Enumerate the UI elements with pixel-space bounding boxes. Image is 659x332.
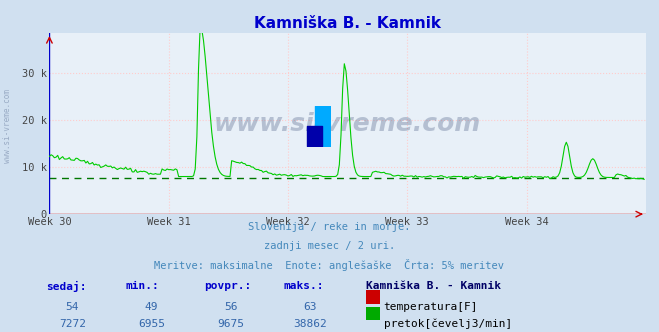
Text: Meritve: maksimalne  Enote: anglešaške  Črta: 5% meritev: Meritve: maksimalne Enote: anglešaške Čr…	[154, 259, 505, 271]
Text: Kamniška B. - Kamnik: Kamniška B. - Kamnik	[366, 281, 501, 290]
Text: 38862: 38862	[293, 319, 327, 329]
Title: Kamniška B. - Kamnik: Kamniška B. - Kamnik	[254, 16, 441, 31]
Text: maks.:: maks.:	[283, 281, 324, 290]
Text: www.si-vreme.com: www.si-vreme.com	[214, 112, 481, 136]
Text: www.si-vreme.com: www.si-vreme.com	[3, 89, 13, 163]
Text: Slovenija / reke in morje.: Slovenija / reke in morje.	[248, 222, 411, 232]
Text: 7272: 7272	[59, 319, 86, 329]
Text: 63: 63	[303, 302, 316, 312]
Text: zadnji mesec / 2 uri.: zadnji mesec / 2 uri.	[264, 241, 395, 251]
Text: sedaj:: sedaj:	[46, 281, 86, 291]
Text: min.:: min.:	[125, 281, 159, 290]
Text: 6955: 6955	[138, 319, 165, 329]
Text: 9675: 9675	[217, 319, 244, 329]
Text: 49: 49	[145, 302, 158, 312]
Text: povpr.:: povpr.:	[204, 281, 252, 290]
Text: pretok[čevelj3/min]: pretok[čevelj3/min]	[384, 319, 512, 329]
Text: temperatura[F]: temperatura[F]	[384, 302, 478, 312]
Text: 56: 56	[224, 302, 237, 312]
Text: 54: 54	[66, 302, 79, 312]
